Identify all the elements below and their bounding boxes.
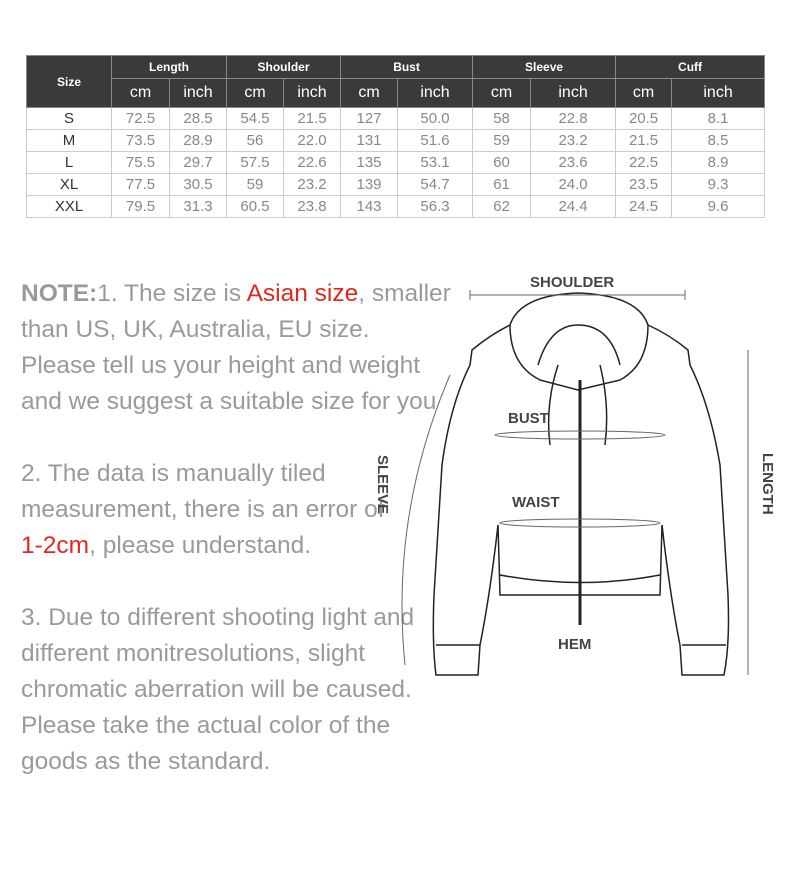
value-cell: 22.8 <box>530 107 617 130</box>
note-text: 2. The data is manually tiled measuremen… <box>21 460 385 523</box>
table-row: L 75.5 29.7 57.5 22.6 135 53.1 60 23.6 22.5 8.9 <box>26 151 766 174</box>
label-length: LENGTH <box>759 453 776 515</box>
value-cell: 143 <box>340 195 399 218</box>
note-1: NOTE:1. The size is Asian size, smaller … <box>21 276 451 420</box>
value-cell: 22.0 <box>282 129 342 152</box>
note-label: NOTE: <box>21 280 98 307</box>
table-row: S 72.5 28.5 54.5 21.5 127 50.0 58 22.8 20.5 8.1 <box>26 107 766 130</box>
group-header: Bust <box>340 55 474 79</box>
value-cell: 23.8 <box>282 195 342 218</box>
value-cell: 20.5 <box>615 107 673 130</box>
label-hem: HEM <box>558 636 591 653</box>
value-cell: 61 <box>472 173 532 196</box>
group-header: Shoulder <box>225 55 342 79</box>
value-cell: 23.6 <box>530 151 617 174</box>
value-cell: 51.6 <box>397 129 474 152</box>
unit-header: cm <box>615 78 673 108</box>
value-cell: 21.5 <box>615 129 673 152</box>
value-cell: 56 <box>226 129 284 152</box>
value-cell: 79.5 <box>111 195 170 218</box>
value-cell: 31.3 <box>169 195 227 218</box>
value-cell: 54.7 <box>397 173 474 196</box>
value-cell: 57.5 <box>226 151 284 174</box>
label-shoulder: SHOULDER <box>530 274 614 291</box>
hoodie-outline <box>432 292 730 676</box>
value-cell: 9.3 <box>671 173 766 196</box>
value-cell: 50.0 <box>397 107 474 130</box>
value-cell: 24.4 <box>530 195 617 218</box>
unit-header: cm <box>226 78 284 108</box>
unit-header: cm <box>340 78 399 108</box>
label-sleeve: SLEEVE <box>374 455 391 514</box>
size-header: Size <box>26 55 112 108</box>
note-highlight: 1-2cm <box>21 532 90 559</box>
unit-header: inch <box>530 78 617 108</box>
size-chart-table: Size Length Shoulder Bust Sleeve Cuff cm inch cm… <box>26 55 766 218</box>
value-cell: 131 <box>340 129 399 152</box>
note-text: , please understand. <box>89 532 312 559</box>
note-3: 3. Due to different shooting light and d… <box>21 604 415 775</box>
value-cell: 59 <box>226 173 284 196</box>
note-highlight: Asian size <box>246 280 359 307</box>
value-cell: 23.5 <box>615 173 673 196</box>
value-cell: 23.2 <box>282 173 342 196</box>
value-cell: 77.5 <box>111 173 170 196</box>
value-cell: 56.3 <box>397 195 474 218</box>
table-row: XL 77.5 30.5 59 23.2 139 54.7 61 24.0 23.5 9.3 <box>26 173 766 196</box>
group-header: Cuff <box>615 55 766 79</box>
notes: NOTE:1. The size is Asian size, smaller … <box>21 276 451 816</box>
value-cell: 28.9 <box>169 129 227 152</box>
value-cell: 29.7 <box>169 151 227 174</box>
value-cell: 62 <box>472 195 532 218</box>
unit-header: inch <box>671 78 766 108</box>
value-cell: 127 <box>340 107 399 130</box>
value-cell: 8.5 <box>671 129 766 152</box>
value-cell: 73.5 <box>111 129 170 152</box>
value-cell: 60 <box>472 151 532 174</box>
value-cell: 139 <box>340 173 399 196</box>
note-text: 1. The size is <box>97 280 247 307</box>
note-text: , smaller than US, UK, Australia, EU siz… <box>21 280 451 415</box>
value-cell: 9.6 <box>671 195 766 218</box>
unit-header: inch <box>397 78 474 108</box>
group-header: Sleeve <box>472 55 617 79</box>
unit-header: inch <box>169 78 227 108</box>
value-cell: 8.1 <box>671 107 766 130</box>
value-cell: 135 <box>340 151 399 174</box>
table-row: XXL 79.5 31.3 60.5 23.8 143 56.3 62 24.4 24.5 9.6 <box>26 195 766 218</box>
value-cell: 54.5 <box>226 107 284 130</box>
value-cell: 59 <box>472 129 532 152</box>
value-cell: 58 <box>472 107 532 130</box>
value-cell: 28.5 <box>169 107 227 130</box>
value-cell: 24.0 <box>530 173 617 196</box>
value-cell: 21.5 <box>282 107 342 130</box>
value-cell: 22.5 <box>615 151 673 174</box>
measure-lines <box>401 290 749 675</box>
unit-header: cm <box>111 78 170 108</box>
group-header: Length <box>111 55 227 79</box>
size-cell: L <box>26 151 112 174</box>
value-cell: 22.6 <box>282 151 342 174</box>
note-2: 2. The data is manually tiled measuremen… <box>21 456 401 564</box>
value-cell: 8.9 <box>671 151 766 174</box>
value-cell: 60.5 <box>226 195 284 218</box>
label-bust: BUST <box>508 410 549 427</box>
value-cell: 75.5 <box>111 151 170 174</box>
value-cell: 53.1 <box>397 151 474 174</box>
value-cell: 72.5 <box>111 107 170 130</box>
unit-header: inch <box>282 78 342 108</box>
size-cell: M <box>26 129 112 152</box>
unit-header: cm <box>472 78 532 108</box>
label-waist: WAIST <box>512 494 560 511</box>
size-cell: XL <box>26 173 112 196</box>
size-cell: S <box>26 107 112 130</box>
hoodie-diagram: SHOULDER BUST WAIST HEM SLEEVE LENGTH <box>374 274 776 676</box>
size-cell: XXL <box>26 195 112 218</box>
value-cell: 23.2 <box>530 129 617 152</box>
value-cell: 30.5 <box>169 173 227 196</box>
table-row: M 73.5 28.9 56 22.0 131 51.6 59 23.2 21.5 8.5 <box>26 129 766 152</box>
value-cell: 24.5 <box>615 195 673 218</box>
